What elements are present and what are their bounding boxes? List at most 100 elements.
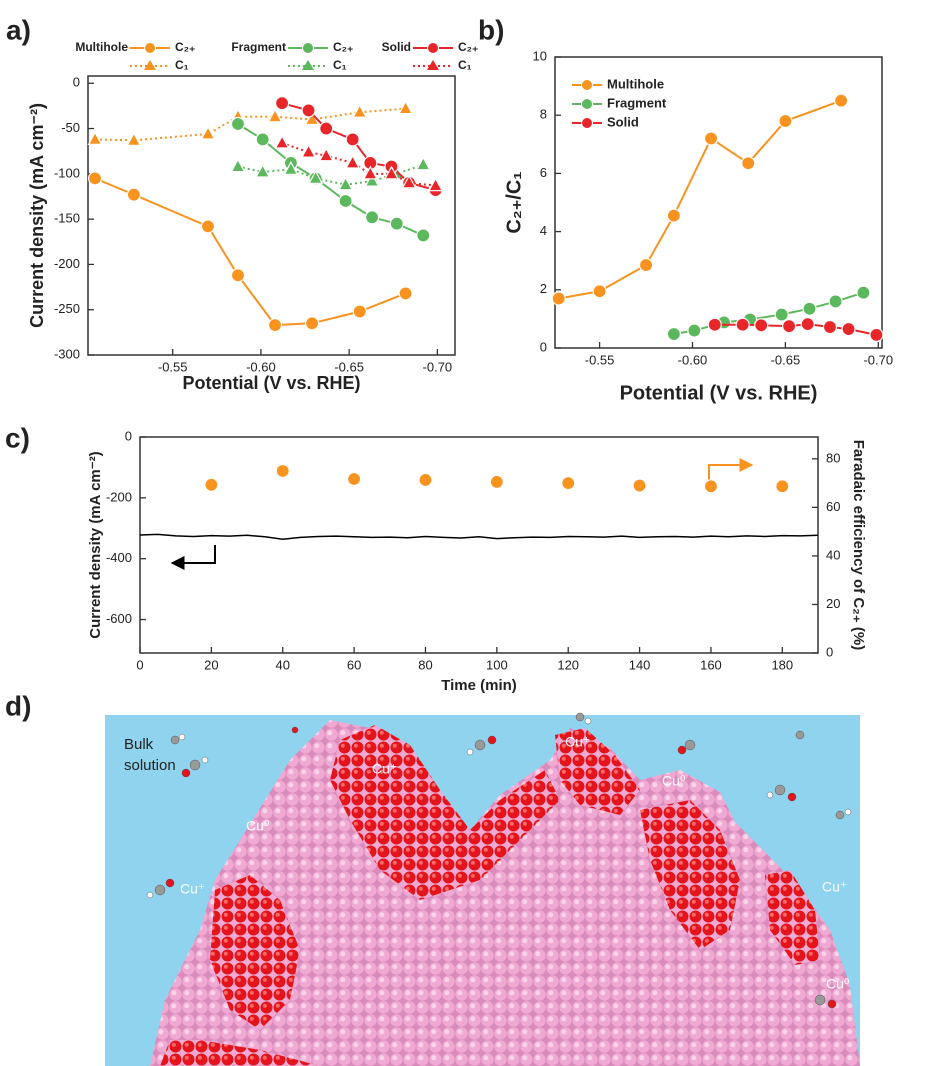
marker <box>126 187 141 202</box>
legend-label: C₁ <box>333 58 347 72</box>
plot-frame <box>87 75 456 356</box>
x-tick-label: -0.60 <box>246 359 276 374</box>
marker <box>774 307 789 322</box>
marker <box>319 121 334 136</box>
y2-tick-label: 0 <box>826 644 833 659</box>
oxidized-region <box>210 875 300 1030</box>
x-tick-label: 140 <box>629 657 651 672</box>
legend-marker <box>302 42 314 54</box>
marker <box>632 478 647 493</box>
plot-frame <box>554 56 883 349</box>
site-label: Cu⁰ <box>662 773 686 789</box>
legend-label: Solid <box>607 114 639 129</box>
marker <box>822 319 838 335</box>
site-label: Cu⁺ <box>180 881 205 897</box>
site-label: Cu⁺ <box>565 734 590 750</box>
x-tick-label: -0.65 <box>334 359 364 374</box>
marker <box>638 257 654 273</box>
panel-label: d) <box>5 690 31 721</box>
site-label: Cu⁺ <box>372 761 397 777</box>
oxidized-region <box>330 725 560 900</box>
y-tick-label: -400 <box>106 550 132 565</box>
marker <box>398 286 413 301</box>
legend-marker <box>144 42 156 54</box>
legend-marker <box>581 117 593 129</box>
y-tick-label: -600 <box>106 611 132 626</box>
plot-frame <box>139 436 819 654</box>
legend-group: Solid <box>382 40 411 54</box>
marker <box>802 301 817 316</box>
oxidized-region <box>555 728 640 815</box>
series-line <box>95 107 406 142</box>
marker <box>267 108 283 123</box>
marker <box>347 471 362 487</box>
marker <box>416 228 431 243</box>
marker <box>362 165 378 180</box>
x-tick-label: 60 <box>347 657 361 672</box>
marker <box>301 103 316 118</box>
y2-tick-label: 80 <box>826 450 840 465</box>
arrow <box>708 458 754 485</box>
y-tick-label: 8 <box>540 107 547 122</box>
legend-group: Multihole <box>75 40 128 54</box>
site-label: Cu⁺ <box>822 879 847 895</box>
molecules <box>146 712 852 1009</box>
caption: Bulk <box>124 736 154 753</box>
y-tick-label: -150 <box>54 211 80 226</box>
y2-tick-label: 60 <box>826 499 840 514</box>
marker <box>741 156 756 171</box>
y2-tick-label: 40 <box>826 547 840 562</box>
y-tick-label: 10 <box>533 48 547 63</box>
x-tick-label: -0.70 <box>863 352 893 367</box>
panel-label: a) <box>6 14 31 45</box>
arrow <box>170 545 216 570</box>
legend-label: C₂₊ <box>458 40 478 54</box>
marker <box>318 147 334 162</box>
legend-label: C₂₊ <box>333 40 353 54</box>
x-tick-label: 160 <box>700 657 722 672</box>
site-label: Cu⁰ <box>246 818 270 834</box>
x-tick-label: 0 <box>136 657 143 672</box>
y-tick-label: 6 <box>540 165 547 180</box>
marker <box>274 96 290 111</box>
x-tick-label: 180 <box>771 657 793 672</box>
legend-marker <box>144 60 156 70</box>
marker <box>345 154 361 169</box>
y-tick-label: -300 <box>54 346 80 361</box>
marker <box>364 172 380 187</box>
x-tick-label: -0.55 <box>585 352 615 367</box>
y-tick-label: 0 <box>125 428 132 443</box>
legend-marker <box>581 79 593 91</box>
marker <box>301 143 317 158</box>
marker <box>869 327 884 343</box>
x-tick-label: 40 <box>276 657 290 672</box>
marker <box>666 208 682 223</box>
y-axis-label: Current density (mA cm⁻²) <box>87 451 104 638</box>
marker <box>754 318 769 333</box>
x-axis-label: Potential (V vs. RHE) <box>182 373 360 393</box>
marker <box>275 463 290 479</box>
panel-label: b) <box>478 14 504 45</box>
x-tick-label: 120 <box>557 657 579 672</box>
marker <box>592 284 607 299</box>
marker <box>364 210 380 225</box>
marker <box>338 193 353 209</box>
marker <box>126 132 142 146</box>
marker <box>707 317 722 332</box>
y-tick-label: 4 <box>540 223 547 238</box>
series-line <box>558 99 842 300</box>
marker <box>398 100 414 115</box>
y-tick-label: 0 <box>73 75 80 90</box>
y-tick-label: 0 <box>540 339 547 354</box>
oxidized-region <box>160 1040 320 1066</box>
series-line <box>237 163 424 186</box>
x-axis-label: Time (min) <box>441 677 517 694</box>
marker <box>283 161 299 175</box>
legend-marker <box>427 42 439 54</box>
legend-label: C₁ <box>175 58 189 72</box>
marker <box>200 125 216 140</box>
marker <box>415 156 431 171</box>
y-tick-label: -250 <box>54 301 80 316</box>
y-tick-label: -100 <box>54 165 80 180</box>
marker <box>782 319 797 334</box>
